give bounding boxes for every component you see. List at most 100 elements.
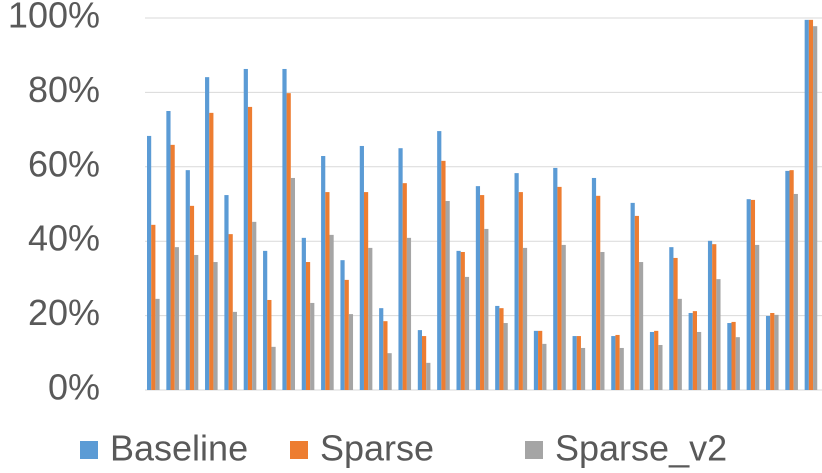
bar [224,195,229,390]
bar [445,201,450,390]
bar [707,240,713,390]
y-tick-label: 0% [48,367,100,408]
bar [426,362,431,390]
bar [437,131,442,390]
bar [228,234,233,390]
legend-swatch [525,441,543,459]
y-tick-label: 40% [28,218,100,259]
bar [247,106,253,391]
bar [727,323,732,390]
bar [789,170,794,390]
bar [673,257,678,390]
bar [213,262,218,390]
bar [464,276,470,390]
bar [669,247,674,390]
y-tick-label: 100% [8,0,100,36]
legend-label: Sparse [320,428,434,469]
bar [697,331,702,390]
bar [712,244,717,390]
bar [383,321,388,390]
bar [813,26,818,391]
bar [310,302,315,390]
bar [174,247,179,390]
bar [484,228,489,390]
bar [267,299,272,390]
bar [329,234,334,390]
bar [808,19,814,391]
bar [344,279,349,390]
bar [557,186,562,390]
bar [572,336,577,390]
bar [460,251,465,390]
bar [441,160,446,390]
bar [422,336,427,390]
legend-swatch [290,441,308,459]
bar [205,77,210,390]
bar [456,250,461,390]
bar [746,199,751,390]
legend-swatch [80,441,98,459]
bar [151,224,156,390]
bar [785,170,790,390]
bar [363,192,369,390]
bar [417,330,422,390]
bar [591,177,597,390]
bar [615,334,620,390]
bar [379,308,384,390]
bar [503,323,508,390]
bar [793,193,798,390]
bar [402,183,407,390]
bar [340,260,345,390]
y-tick-label: 20% [28,292,100,333]
bar [630,202,635,390]
bar [290,177,295,390]
bar [194,254,199,390]
bar [166,111,171,390]
bar [155,298,160,390]
bar [398,148,403,390]
bar [499,308,504,390]
y-tick-label: 60% [28,143,100,184]
bar [561,244,566,390]
bar [243,68,248,391]
bar [692,311,697,390]
bar [232,311,237,390]
bar [716,279,721,390]
bar [282,68,287,391]
bar [755,244,760,390]
bar [770,312,775,390]
bar [387,353,392,390]
bar [774,314,779,390]
bar [634,215,639,390]
bar [301,237,306,390]
bar [518,192,523,390]
bar [596,195,601,390]
bar [147,135,152,390]
bar [688,312,693,390]
bar [286,93,291,391]
bar [170,144,175,390]
bar [677,298,682,390]
legend-label: Baseline [110,428,248,469]
bar [209,112,214,391]
bar [348,314,354,390]
y-tick-label: 80% [28,69,100,110]
bar [189,205,195,390]
bar [765,315,771,390]
bar [553,167,558,390]
bar [252,221,257,390]
bar [804,19,809,391]
bar [514,173,519,390]
bar [480,195,485,390]
bar [735,337,740,390]
bar [368,247,373,390]
bar [495,305,500,390]
bar [731,321,736,390]
bar [475,186,481,390]
bar [750,199,756,390]
bar [649,331,655,390]
bar [654,330,659,390]
bar [600,251,605,390]
bar [305,262,311,390]
